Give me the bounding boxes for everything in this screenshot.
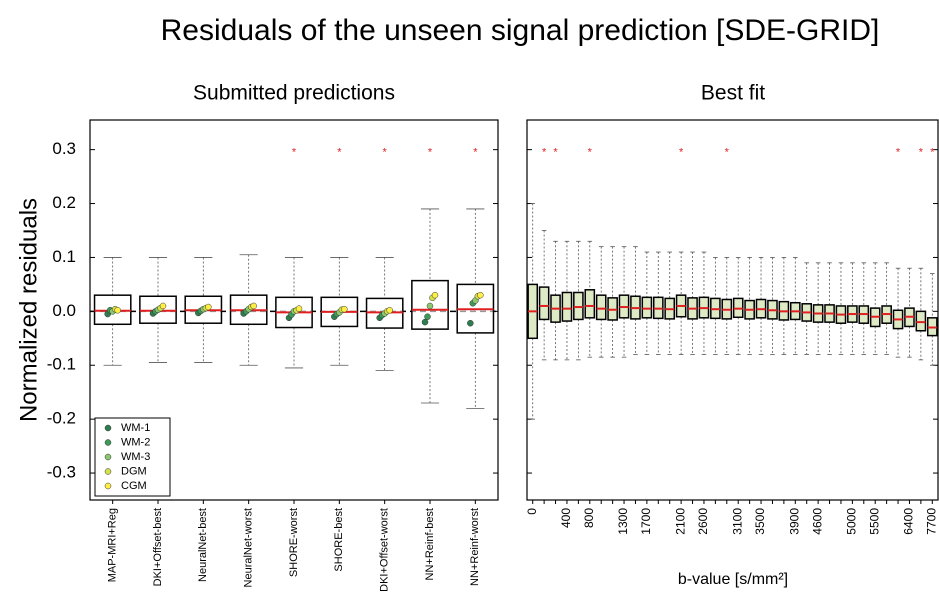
tissue-point [250,302,257,310]
x-tick-label: MAP-MRI+Reg [107,508,119,582]
tissue-point [421,318,429,326]
box [584,289,596,319]
x-tick-label: 1300 [616,508,630,535]
x-axis-label: b-value [s/mm²] [678,571,788,588]
tissue-point [424,313,431,320]
tissue-point [467,319,474,327]
flag: * [588,147,593,159]
y-axis-label: Normalized residuals [15,198,42,422]
tissue-point [341,305,348,313]
x-tick-label: 3500 [753,508,767,535]
flag: * [383,147,388,159]
y-tick-label: -0.3 [47,463,76,482]
x-tick-label: 5500 [867,508,881,535]
x-tick-label: 7700 [924,508,938,535]
legend-swatch [104,439,112,446]
flag: * [679,147,684,159]
flag: * [337,147,342,159]
legend-label: CGM [121,480,147,492]
tissue-point [205,303,212,311]
tissue-point [431,291,439,299]
flag: * [919,147,924,159]
y-tick-label: 0.2 [52,193,76,212]
x-tick-label: 400 [559,508,573,528]
flag: * [542,147,547,159]
legend-swatch [104,424,112,432]
figure-title: Residuals of the unseen signal predictio… [161,14,880,47]
x-tick-label: NeuralNet-best [197,508,209,582]
x-tick-label: DKI+Offset-best [152,508,164,586]
flag: * [896,147,901,159]
tissue-point [426,302,434,310]
x-tick-label: 3900 [787,508,801,535]
x-tick-label: 6400 [902,508,916,535]
x-tick-label: 2600 [696,508,710,535]
flag: * [292,147,297,159]
x-tick-label: SHORE-worst [288,508,300,577]
x-tick-label: NN+Reinf-worst [469,508,481,586]
x-tick-label: 800 [582,508,596,528]
flag: * [725,147,730,159]
legend-label: WM-3 [121,451,150,463]
x-tick-label: 3100 [730,508,744,535]
panel-title: Best fit [701,82,765,105]
box [561,291,573,322]
y-tick-label: 0.0 [52,301,76,320]
x-tick-label: 2100 [673,508,687,535]
panel-title: Submitted predictions [193,82,395,105]
x-tick-label: 4600 [810,508,824,535]
box [573,291,584,321]
x-tick-label: 5000 [845,508,859,535]
x-tick-label: SHORE-best [333,508,345,572]
plot-frame [526,119,939,501]
flag: * [473,147,478,159]
box [538,286,550,321]
tissue-point [295,305,303,312]
legend-label: WM-2 [121,436,150,448]
flag: * [553,147,558,159]
tissue-point [477,291,484,299]
flag: * [428,147,433,159]
y-tick-label: -0.2 [47,409,76,428]
x-tick-label: NeuralNet-worst [243,508,255,587]
legend-swatch [104,482,112,490]
box [595,294,607,321]
flag: * [930,147,935,159]
y-tick-label: -0.1 [47,355,76,374]
tissue-point [114,307,121,314]
box [915,310,927,332]
x-tick-label: 1700 [639,508,653,535]
tissue-point [159,302,167,310]
y-tick-label: 0.3 [52,139,76,158]
x-tick-label: DKI+Offset-worst [379,508,391,592]
legend-swatch [104,453,112,461]
legend-label: WM-1 [121,422,150,434]
legend-swatch [104,468,112,475]
tissue-point [386,307,393,314]
box [641,296,653,319]
x-tick-label: 0 [525,508,539,515]
legend-label: DGM [121,465,147,477]
y-tick-label: 0.1 [52,247,76,266]
x-tick-label: NN+Reinf-best [424,508,436,580]
